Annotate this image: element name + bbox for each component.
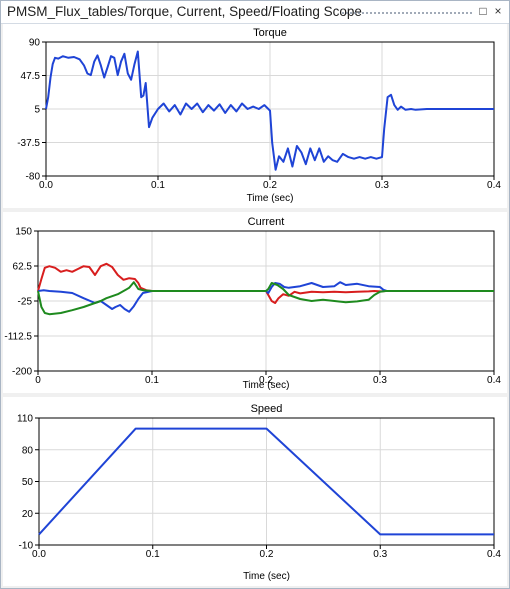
torque-scope-panel: Torque 0.0 0.1 0.2 0.3 0.4 90 47.5 5 -37.5 -80 Time… — [3, 24, 507, 208]
torque-y-tick-label: 5 — [34, 105, 40, 116]
close-button[interactable]: × — [494, 4, 502, 18]
current-y-tick-label: -25 — [18, 297, 33, 308]
torque-x-axis-label: Time (sec) — [247, 193, 294, 204]
torque-x-tick-label: 0.0 — [39, 180, 53, 191]
torque-x-tick-label: 0.1 — [151, 180, 165, 191]
speed-chart: Speed 0.0 0.1 0.2 0.3 0.4 110 80 50 20 -10 Time (se… — [17, 403, 501, 582]
torque-y-tick-label: -37.5 — [17, 138, 40, 149]
torque-series-0 — [45, 50, 494, 171]
maximize-button[interactable]: □ — [479, 4, 487, 18]
torque-title: Torque — [253, 27, 287, 39]
speed-y-tick-label: -10 — [19, 541, 34, 552]
current-y-tick-label: 150 — [15, 227, 32, 238]
speed-x-tick-label: 0.1 — [146, 549, 160, 560]
window-title: PMSM_Flux_tables/Torque, Current, Speed/… — [7, 4, 362, 19]
current-y-tick-label: 62.5 — [13, 262, 33, 273]
drag-grip-icon[interactable] — [341, 11, 473, 15]
current-series-2 — [37, 281, 494, 316]
current-title: Current — [248, 216, 285, 228]
speed-y-tick-label: 50 — [22, 477, 34, 488]
current-x-tick-label: 0.2 — [259, 375, 273, 386]
current-chart: Current 0 0.1 0.2 0.3 0.4 150 62.5 -25 -112.5 -200… — [4, 216, 501, 391]
speed-scope-panel: Speed 0.0 0.1 0.2 0.3 0.4 110 80 50 20 -10 Time (se… — [3, 397, 507, 586]
torque-x-tick-label: 0.2 — [263, 180, 277, 191]
speed-x-tick-label: 0.2 — [260, 549, 274, 560]
torque-y-tick-label: 47.5 — [21, 71, 41, 82]
speed-x-tick-label: 0.0 — [32, 549, 46, 560]
speed-y-tick-label: 80 — [22, 445, 34, 456]
current-x-tick-label: 0.4 — [487, 375, 501, 386]
current-x-tick-label: 0 — [35, 375, 41, 386]
speed-x-tick-label: 0.4 — [487, 549, 501, 560]
speed-y-tick-label: 110 — [17, 414, 33, 425]
current-x-tick-label: 0.3 — [373, 375, 387, 386]
speed-x-axis-label: Time (sec) — [243, 571, 290, 582]
current-y-tick-label: -200 — [12, 367, 32, 378]
speed-title: Speed — [251, 403, 283, 415]
torque-y-tick-label: 90 — [29, 38, 41, 49]
current-x-axis-label: Time (sec) — [243, 380, 290, 391]
current-y-tick-label: -112.5 — [4, 332, 32, 343]
torque-chart: Torque 0.0 0.1 0.2 0.3 0.4 90 47.5 5 -37.5 -80 Time… — [17, 27, 501, 204]
torque-x-tick-label: 0.3 — [375, 180, 389, 191]
torque-y-tick-label: -80 — [26, 172, 41, 183]
current-scope-panel: Current 0 0.1 0.2 0.3 0.4 150 62.5 -25 -112.5 -200… — [3, 212, 507, 393]
torque-x-tick-label: 0.4 — [487, 180, 501, 191]
title-bar[interactable]: PMSM_Flux_tables/Torque, Current, Speed/… — [1, 1, 509, 24]
speed-x-tick-label: 0.3 — [373, 549, 387, 560]
speed-series-0 — [38, 427, 494, 536]
speed-y-tick-label: 20 — [22, 509, 34, 520]
current-x-tick-label: 0.1 — [145, 375, 159, 386]
